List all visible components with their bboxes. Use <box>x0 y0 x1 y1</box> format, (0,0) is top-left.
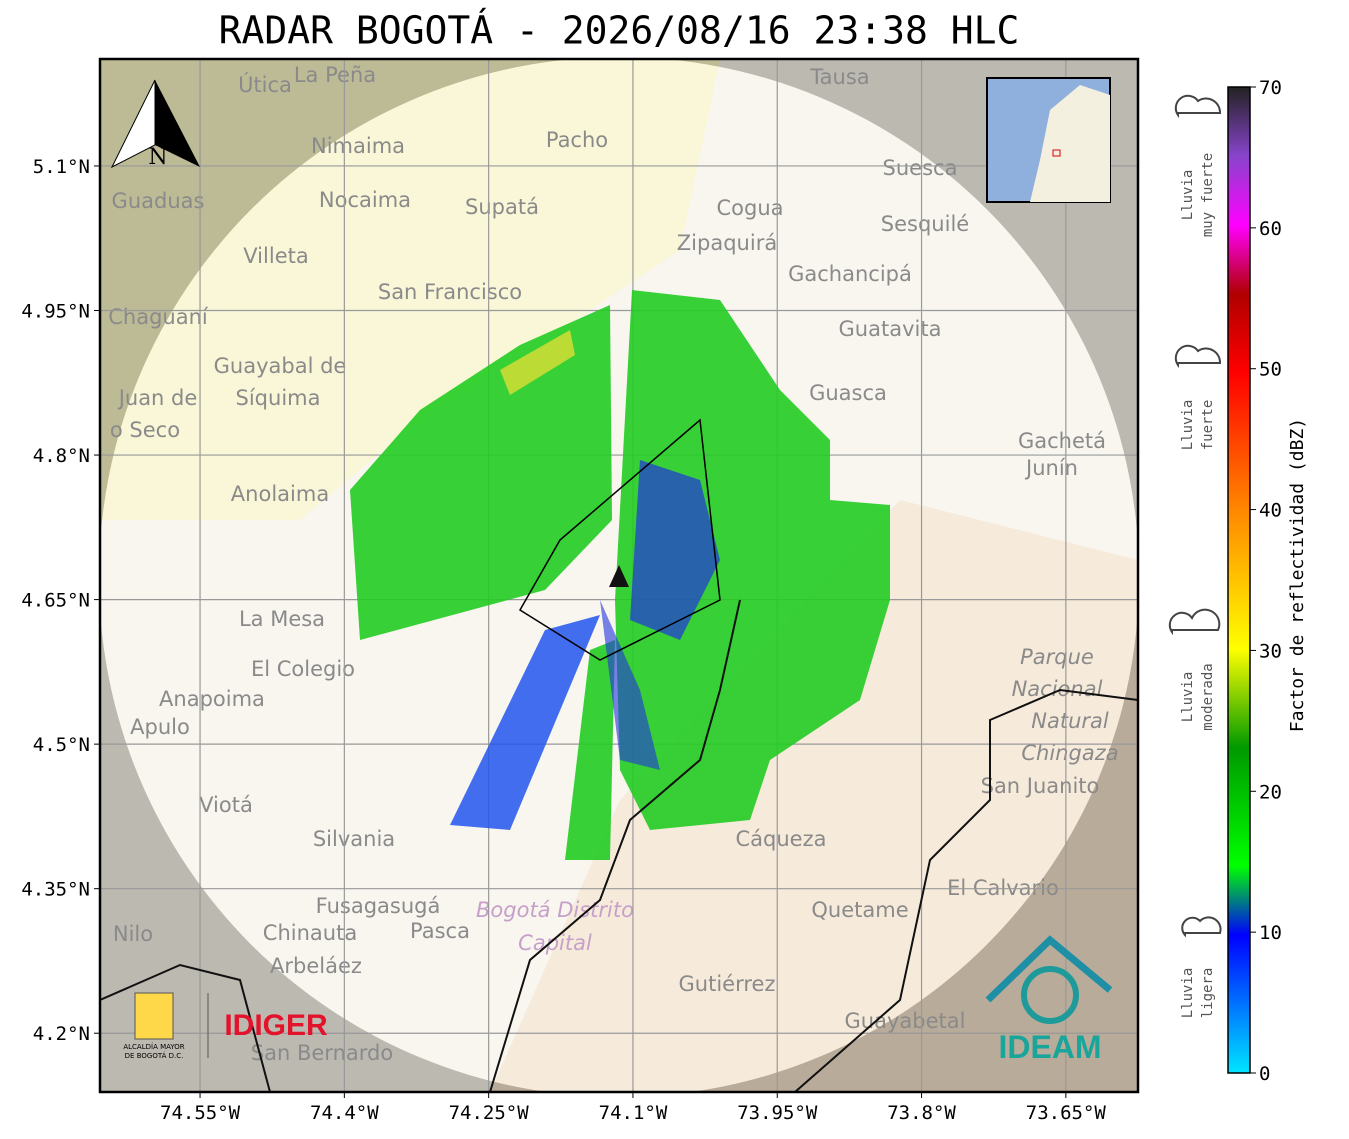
colorbar-tick-label: 60 <box>1259 218 1282 240</box>
place: Pacho <box>546 128 608 152</box>
place: Útica <box>238 72 292 97</box>
place: Nimaima <box>311 134 405 158</box>
x-tick-label: 74.25°W <box>449 1102 530 1124</box>
place: Quetame <box>811 898 908 922</box>
y-tick-label: 4.65°N <box>21 590 90 612</box>
place: Juan de <box>117 386 198 410</box>
place: Fusagasugá <box>316 894 441 918</box>
place: Parque <box>1020 645 1094 669</box>
place: Silvania <box>313 827 395 851</box>
place: Anolaima <box>231 482 329 506</box>
y-tick-label: 4.8°N <box>33 445 90 467</box>
place: El Colegio <box>251 657 355 681</box>
place: Gutiérrez <box>679 972 776 996</box>
logo-text: ALCALDÍA MAYOR <box>123 1042 184 1051</box>
x-tick-label: 74.1°W <box>599 1102 668 1124</box>
colorbar-tick-label: 20 <box>1259 781 1282 803</box>
place: Síquima <box>236 386 321 410</box>
logo-text: IDIGER <box>224 1009 328 1042</box>
place: Cogua <box>716 196 783 220</box>
place: Nilo <box>113 922 153 946</box>
place: Capital <box>518 931 592 955</box>
category-label: Lluvia <box>1180 170 1196 221</box>
title: RADAR BOGOTÁ - 2026/08/16 23:38 HLC <box>219 9 1020 53</box>
y-tick-label: 4.95°N <box>21 301 90 323</box>
place: El Calvario <box>947 876 1059 900</box>
place: San Juanito <box>981 774 1100 798</box>
category-label: Lluvia <box>1180 400 1196 451</box>
place: Bogotá Distrito <box>476 898 634 922</box>
y-tick-label: 4.2°N <box>33 1023 90 1045</box>
place: Chinauta <box>263 921 357 945</box>
place-labels: Útica La Peña Tausa Pacho Nimaima Suesca… <box>108 63 1118 1065</box>
north-label: N <box>148 145 167 170</box>
radar-echo <box>350 290 890 860</box>
y-tick-label: 5.1°N <box>33 156 90 178</box>
place: Apulo <box>130 715 190 739</box>
category-label: ligera <box>1200 968 1216 1019</box>
place: Villeta <box>243 244 308 268</box>
colorbar-tick-label: 30 <box>1259 640 1282 662</box>
place: Suesca <box>883 156 958 180</box>
colorbar-label: Factor de reflectividad (dBZ) <box>1287 418 1308 732</box>
place: Guaduas <box>112 189 205 213</box>
place: Chaguaní <box>108 305 209 329</box>
place: Guayabal de <box>214 354 347 378</box>
category-label: Lluvia <box>1180 672 1196 723</box>
place: Guayabetal <box>845 1009 966 1033</box>
place: San Francisco <box>378 280 522 304</box>
place: Guasca <box>809 381 887 405</box>
place: Supatá <box>465 195 539 219</box>
map: Útica La Peña Tausa Pacho Nimaima Suesca… <box>100 59 1138 1092</box>
colorbar-tick-label: 40 <box>1259 500 1282 522</box>
place: Arbeláez <box>270 954 362 978</box>
place: Nacional <box>1012 677 1103 701</box>
colorbar-tick-label: 70 <box>1259 77 1282 99</box>
place: Nocaima <box>319 188 411 212</box>
x-tick-label: 73.65°W <box>1026 1102 1107 1124</box>
category-label: moderada <box>1200 663 1216 730</box>
place: San Bernardo <box>251 1041 393 1065</box>
y-tick-label: 4.5°N <box>33 734 90 756</box>
category-label: muy fuerte <box>1200 153 1216 237</box>
place: o Seco <box>110 418 180 442</box>
place: Chingaza <box>1021 741 1118 765</box>
colorbar-tick-label: 10 <box>1259 922 1282 944</box>
place: Cáqueza <box>736 827 827 851</box>
rain-categories <box>1168 94 1222 938</box>
category-label: Lluvia <box>1180 968 1196 1019</box>
place: Zipaquirá <box>677 231 777 255</box>
category-label: fuerte <box>1200 400 1216 451</box>
logo-text: DE BOGOTÁ D.C. <box>125 1051 184 1060</box>
colorbar-tick-label: 0 <box>1259 1063 1270 1085</box>
x-tick-label: 74.55°W <box>160 1102 241 1124</box>
axis-ticks: 74.55°W 74.4°W 74.25°W 74.1°W 73.95°W 73.8°W 7… <box>21 156 1106 1124</box>
x-tick-label: 73.8°W <box>887 1102 956 1124</box>
place: Pasca <box>410 919 470 943</box>
colorbar-ticks: 0 10 20 30 40 50 60 70 <box>1250 77 1282 1085</box>
colorbar <box>1227 86 1251 1074</box>
place: La Peña <box>294 63 376 87</box>
place: Natural <box>1031 709 1109 733</box>
place: La Mesa <box>239 607 325 631</box>
place: Tausa <box>809 65 869 89</box>
colorbar-tick-label: 50 <box>1259 359 1282 381</box>
place: Gachancipá <box>788 262 912 286</box>
place: Guatavita <box>839 317 942 341</box>
logo-text: IDEAM <box>998 1029 1101 1065</box>
place: Sesquilé <box>881 212 969 236</box>
x-tick-label: 74.4°W <box>310 1102 379 1124</box>
place: Viotá <box>199 793 253 817</box>
place: Junín <box>1024 456 1078 480</box>
place: Anapoima <box>159 687 265 711</box>
x-tick-label: 73.95°W <box>737 1102 818 1124</box>
y-tick-label: 4.35°N <box>21 879 90 901</box>
place: Gachetá <box>1018 429 1106 453</box>
